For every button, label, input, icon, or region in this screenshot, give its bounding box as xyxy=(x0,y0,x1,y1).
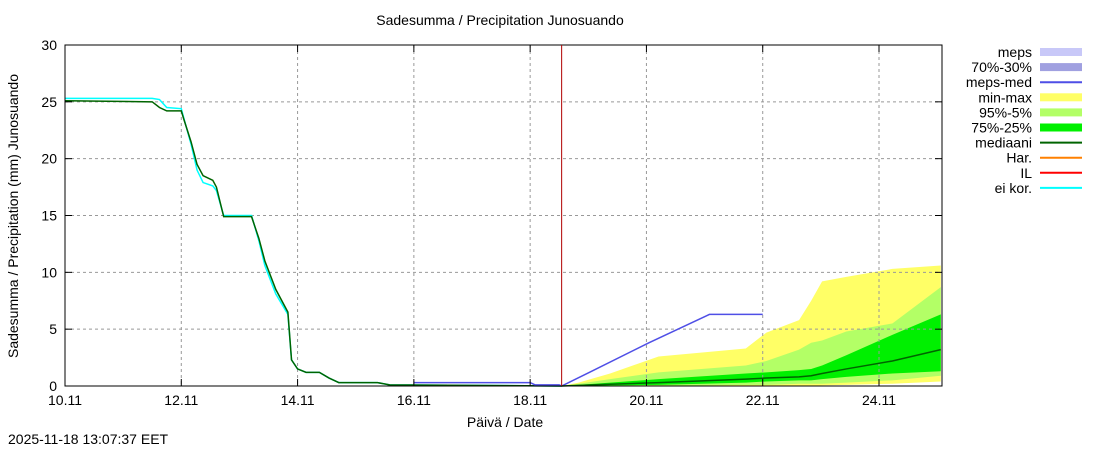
y-tick-label: 30 xyxy=(41,37,57,53)
y-tick-label: 25 xyxy=(41,94,57,110)
x-tick-label: 10.11 xyxy=(48,392,82,408)
x-tick-label: 14.11 xyxy=(281,392,315,408)
legend-label: Har. xyxy=(1006,150,1032,166)
x-tick-label: 16.11 xyxy=(397,392,431,408)
grid xyxy=(65,45,942,386)
legend-label: mediaani xyxy=(975,135,1032,151)
legend-swatch xyxy=(1040,123,1082,132)
ensemble-bands xyxy=(561,265,941,386)
x-tick-label: 24.11 xyxy=(862,392,896,408)
legend-label: meps-med xyxy=(966,74,1032,90)
legend-label: ei kor. xyxy=(995,180,1032,196)
x-tick-label: 12.11 xyxy=(164,392,198,408)
y-axis-label: Sadesumma / Precipitation (mm) Junosuand… xyxy=(5,74,21,358)
legend-swatch xyxy=(1040,93,1082,102)
legend-swatch xyxy=(1040,63,1082,72)
series-line-mediaani xyxy=(64,99,562,387)
series-line-meps-med xyxy=(413,313,763,387)
x-axis-label: Päivä / Date xyxy=(467,414,543,430)
legend-label: meps xyxy=(998,44,1032,60)
series-lines xyxy=(64,97,941,387)
chart-title: Sadesumma / Precipitation Junosuando xyxy=(376,12,624,28)
x-tick-label: 18.11 xyxy=(513,392,547,408)
legend: meps70%-30%meps-medmin-max95%-5%75%-25%m… xyxy=(966,44,1082,196)
timestamp: 2025-11-18 13:07:37 EET xyxy=(8,431,169,447)
series-line-forecast-median xyxy=(561,348,941,387)
y-tick-label: 5 xyxy=(49,321,57,337)
legend-label: IL xyxy=(1020,165,1032,181)
y-tick-label: 15 xyxy=(41,208,57,224)
legend-label: 70%-30% xyxy=(971,59,1032,75)
legend-label: 75%-25% xyxy=(971,120,1032,136)
legend-swatch xyxy=(1040,108,1082,117)
band-75-25 xyxy=(561,314,941,386)
series-line-ei-kor- xyxy=(65,97,562,387)
x-tick-label: 20.11 xyxy=(629,392,663,408)
legend-label: min-max xyxy=(978,89,1032,105)
y-tick-label: 10 xyxy=(41,264,57,280)
x-tick-label: 22.11 xyxy=(746,392,780,408)
y-tick-label: 20 xyxy=(41,151,57,167)
legend-label: 95%-5% xyxy=(979,104,1032,120)
y-tick-label: 0 xyxy=(49,378,57,394)
axes: 0 5 10 15 20 25 30 10.11 12.11 14.11 16.11 18.11 20.… xyxy=(41,37,942,408)
legend-swatch xyxy=(1040,48,1082,56)
